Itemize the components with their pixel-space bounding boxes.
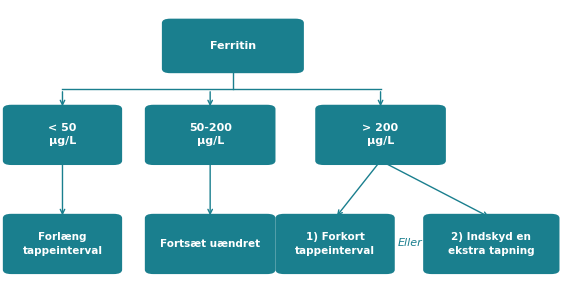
Text: 1) Forkort
tappeinterval: 1) Forkort tappeinterval bbox=[295, 232, 375, 255]
Text: Forlæng
tappeinterval: Forlæng tappeinterval bbox=[23, 232, 102, 255]
Text: 50-200
μg/L: 50-200 μg/L bbox=[189, 123, 232, 146]
Text: Fortsæt uændret: Fortsæt uændret bbox=[160, 239, 260, 249]
FancyBboxPatch shape bbox=[3, 214, 122, 274]
FancyBboxPatch shape bbox=[145, 214, 275, 274]
Text: 2) Indskyd en
ekstra tapning: 2) Indskyd en ekstra tapning bbox=[448, 232, 534, 255]
FancyBboxPatch shape bbox=[162, 19, 304, 73]
FancyBboxPatch shape bbox=[423, 214, 559, 274]
Text: Ferritin: Ferritin bbox=[210, 41, 256, 51]
FancyBboxPatch shape bbox=[3, 105, 122, 165]
FancyBboxPatch shape bbox=[275, 214, 395, 274]
Text: < 50
μg/L: < 50 μg/L bbox=[48, 123, 77, 146]
Text: Eller: Eller bbox=[398, 238, 423, 247]
FancyBboxPatch shape bbox=[145, 105, 275, 165]
FancyBboxPatch shape bbox=[315, 105, 446, 165]
Text: > 200
μg/L: > 200 μg/L bbox=[362, 123, 399, 146]
